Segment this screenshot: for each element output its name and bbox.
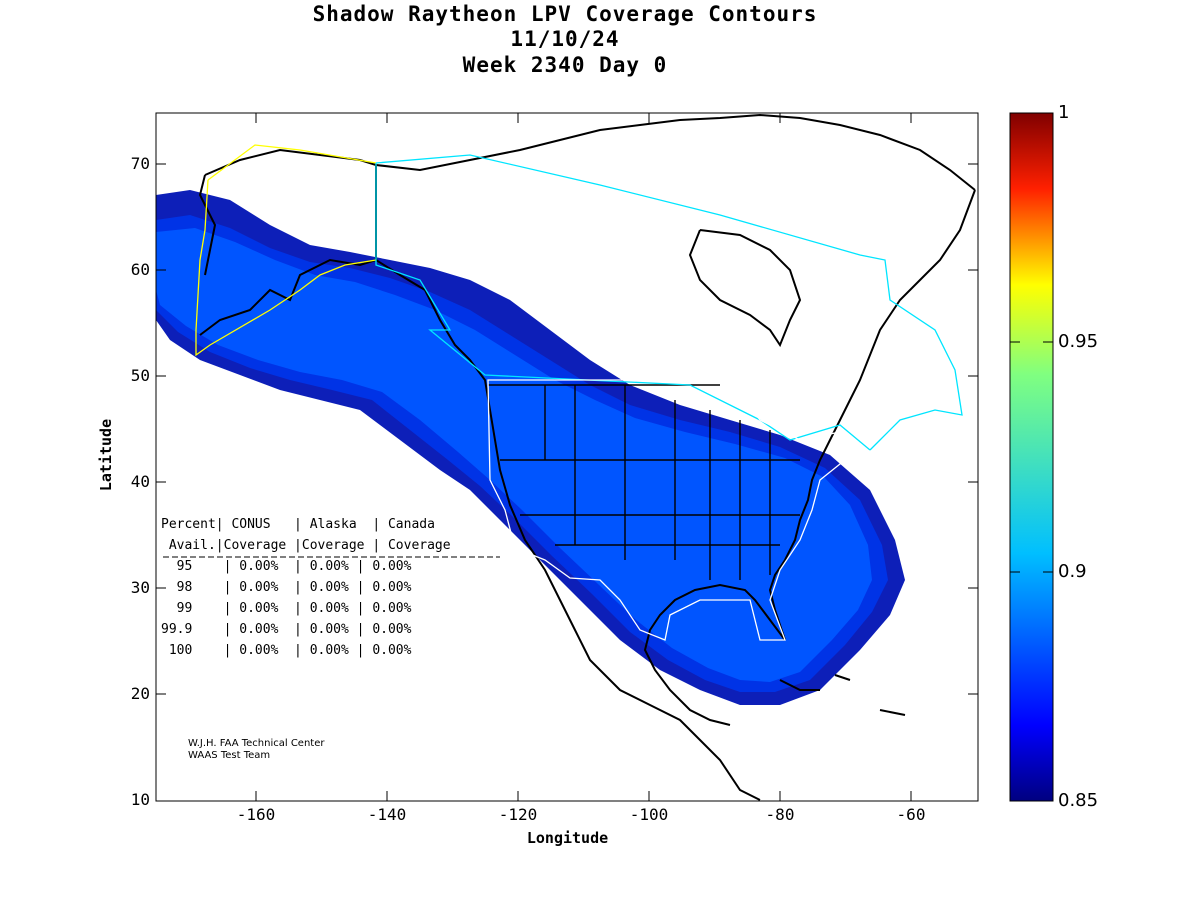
x-tick-label: -80 bbox=[765, 805, 795, 824]
stats-row: 100 | 0.00% | 0.00% | 0.00% bbox=[161, 643, 412, 658]
y-axis-label: Latitude bbox=[97, 418, 115, 492]
stats-row: 98 | 0.00% | 0.00% | 0.00% bbox=[161, 580, 412, 595]
y-tick-label: 60 bbox=[130, 260, 150, 279]
coast-hudson-bay bbox=[688, 229, 802, 348]
axis-ticks bbox=[156, 113, 978, 801]
x-tick-label: -160 bbox=[236, 805, 276, 824]
y-tick-label: 10 bbox=[130, 790, 150, 809]
alaska-boundary bbox=[195, 144, 377, 357]
coast-arctic bbox=[375, 113, 976, 191]
conus-boundary bbox=[487, 379, 846, 641]
x-tick-label: -140 bbox=[367, 805, 407, 824]
stats-header: Percent| CONUS | Alaska | Canada bbox=[161, 517, 435, 532]
colorbar-tick-label: 0.85 bbox=[1058, 790, 1099, 811]
y-tick-label: 20 bbox=[130, 684, 150, 703]
chart-date: 11/10/24 bbox=[510, 27, 620, 51]
x-tick-label: -100 bbox=[629, 805, 669, 824]
stats-header: Avail.|Coverage |Coverage | Coverage bbox=[161, 538, 451, 553]
y-tick-label: 50 bbox=[130, 366, 150, 385]
coast-pacific bbox=[375, 259, 761, 801]
coast-atlantic bbox=[643, 189, 976, 726]
x-axis-label: Longitude bbox=[526, 829, 609, 847]
coast-alaska bbox=[198, 148, 377, 336]
y-tick-label: 70 bbox=[130, 154, 150, 173]
state-boundaries bbox=[488, 384, 800, 580]
canada-boundary bbox=[375, 154, 963, 451]
stats-row: 95 | 0.00% | 0.00% | 0.00% bbox=[161, 559, 412, 574]
credit-line: W.J.H. FAA Technical Center bbox=[188, 738, 325, 749]
colorbar-tick-label: 1 bbox=[1058, 102, 1070, 123]
chart-title: Shadow Raytheon LPV Coverage Contours bbox=[312, 2, 818, 26]
coverage-band-inner bbox=[156, 228, 872, 682]
credit-line: WAAS Test Team bbox=[188, 750, 271, 761]
y-tick-label: 30 bbox=[130, 578, 150, 597]
colorbar-ticks bbox=[1010, 341, 1053, 573]
stats-row: 99 | 0.00% | 0.00% | 0.00% bbox=[161, 601, 412, 616]
x-tick-label: -60 bbox=[896, 805, 926, 824]
service-boundaries bbox=[195, 144, 963, 641]
x-tick-label: -120 bbox=[498, 805, 538, 824]
coverage-contours bbox=[156, 190, 905, 705]
colorbar bbox=[1009, 112, 1054, 802]
y-tick-label: 40 bbox=[130, 472, 150, 491]
coastlines bbox=[198, 113, 976, 801]
coast-caribbean bbox=[779, 674, 906, 716]
plot-frame bbox=[155, 112, 979, 802]
colorbar-tick-label: 0.95 bbox=[1058, 331, 1099, 352]
chart-week: Week 2340 Day 0 bbox=[462, 53, 668, 77]
colorbar-tick-label: 0.9 bbox=[1058, 561, 1087, 582]
stats-row: 99.9 | 0.00% | 0.00% | 0.00% bbox=[161, 622, 412, 637]
